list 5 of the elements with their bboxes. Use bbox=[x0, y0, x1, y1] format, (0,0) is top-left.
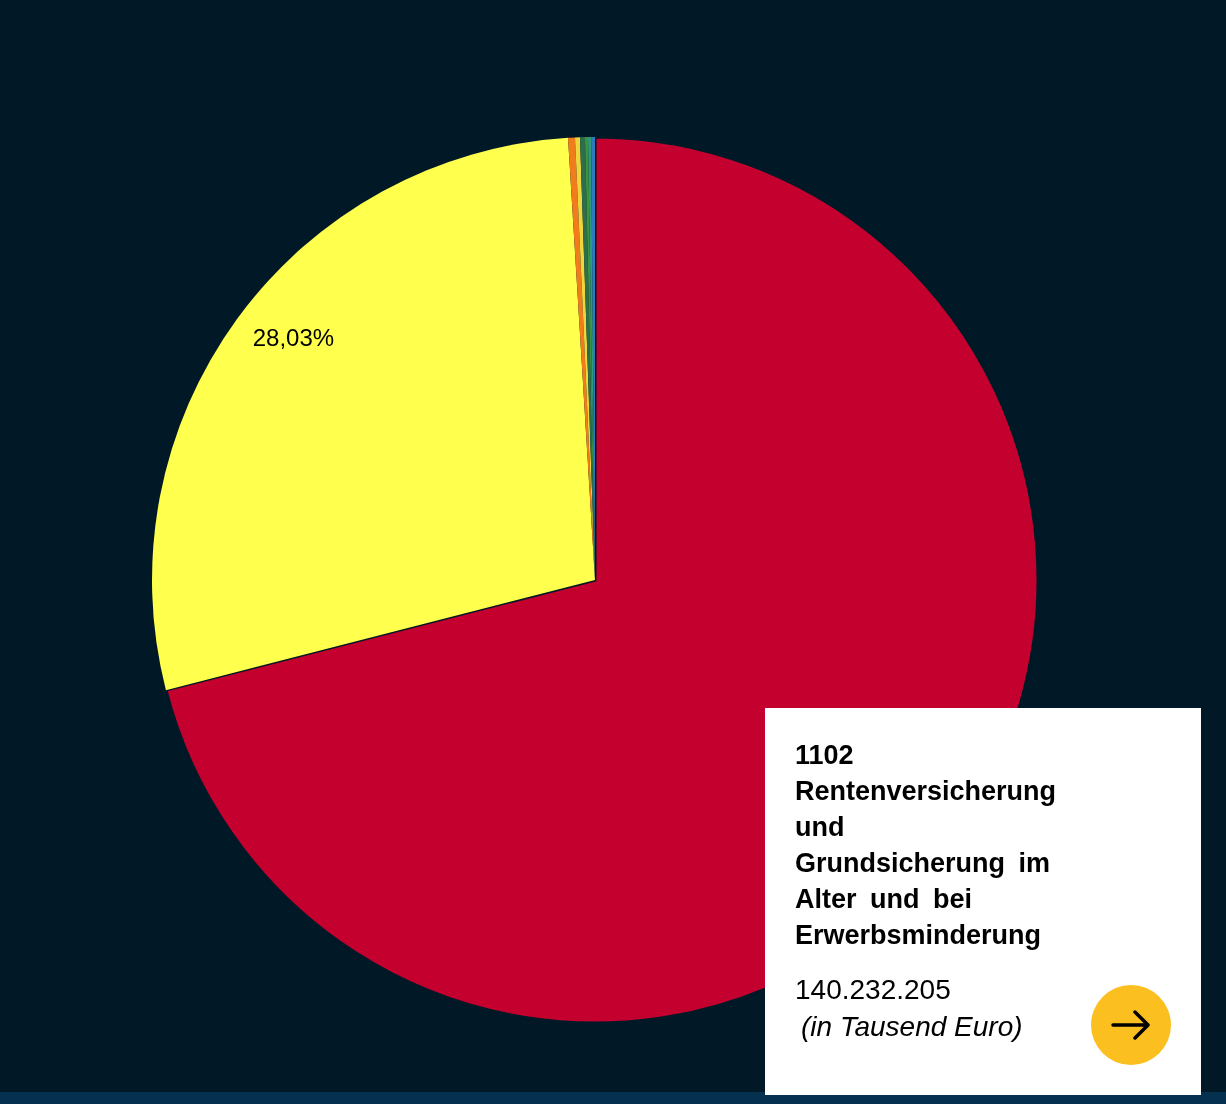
text: 140.232.205 bbox=[795, 974, 951, 1005]
text: (in Tausend Euro) bbox=[801, 1010, 1023, 1044]
slice-label: 1102 Rentenversicherung und Grundsicherung im Alter und bei Erwerbsminderung bbox=[795, 739, 1058, 952]
pie-slice bbox=[152, 137, 595, 691]
data-label: 28,03% bbox=[252, 324, 335, 352]
